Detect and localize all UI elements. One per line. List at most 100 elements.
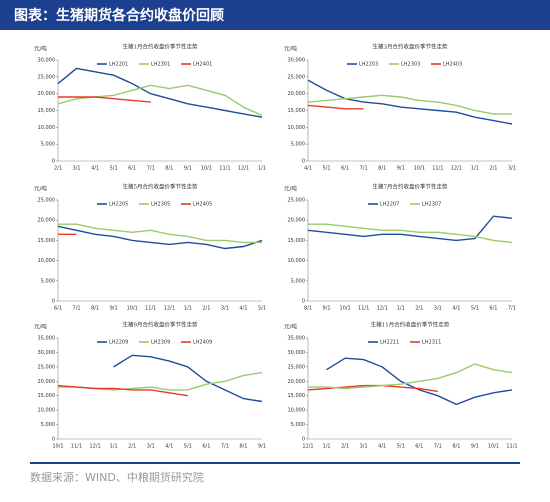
- legend-label: LH2405: [193, 202, 212, 208]
- y-tick-label: 0: [302, 299, 305, 305]
- y-tick-label: 20,000: [38, 91, 56, 97]
- x-tick-label: 8/1: [304, 306, 312, 312]
- x-tick-label: 11/1: [432, 166, 443, 172]
- x-tick-label: 12/1: [164, 306, 175, 312]
- chart-title: 生猪11月合约收盘价季节性走势: [371, 321, 450, 329]
- y-tick-label: 0: [52, 159, 55, 165]
- series-line: [326, 357, 513, 406]
- x-tick-label: 4/1: [452, 306, 460, 312]
- header-bar: [0, 0, 550, 30]
- series-line: [57, 384, 188, 397]
- legend-label: LH2401: [193, 62, 212, 68]
- x-tick-label: 3/1: [434, 306, 442, 312]
- y-tick-label: 15,000: [288, 108, 306, 114]
- y-tick-label: 0: [302, 437, 305, 443]
- x-tick-label: 5/1: [258, 306, 266, 312]
- x-tick-label: 1/1: [258, 166, 266, 172]
- x-tick-label: 12/1: [377, 306, 388, 312]
- chart-title: 生猪3月合约收盘价季节性走势: [372, 43, 448, 51]
- series-line: [58, 223, 262, 244]
- series-line: [307, 104, 364, 110]
- x-tick-label: 8/1: [452, 444, 460, 450]
- y-tick-label: 10,000: [288, 408, 306, 414]
- y-tick-label: 25,000: [38, 364, 56, 370]
- legend-label: LH2305: [151, 202, 170, 208]
- y-axis-unit: 元/吨: [34, 45, 47, 53]
- x-tick-label: 8/1: [378, 166, 386, 172]
- y-tick-label: 0: [52, 437, 55, 443]
- y-tick-label: 30,000: [288, 350, 306, 356]
- y-tick-label: 0: [302, 159, 305, 165]
- x-tick-label: 9/1: [397, 166, 405, 172]
- x-tick-label: 2/1: [341, 444, 349, 450]
- x-tick-label: 11/1: [71, 444, 82, 450]
- x-tick-label: 12/1: [451, 166, 462, 172]
- x-tick-label: 10/1: [52, 444, 63, 450]
- series-line: [308, 363, 513, 390]
- legend-label: LH2403: [443, 62, 462, 68]
- y-tick-label: 10,000: [38, 258, 56, 264]
- legend-label: LH2207: [380, 202, 399, 208]
- y-tick-label: 20,000: [38, 379, 56, 385]
- y-tick-label: 30,000: [38, 350, 56, 356]
- x-tick-label: 8/1: [165, 166, 173, 172]
- legend-label: LH2211: [380, 340, 399, 346]
- header-title: 图表：生猪期货各合约收盘价回顾: [14, 7, 224, 24]
- x-tick-label: 11/1: [506, 444, 517, 450]
- legend-label: LH2209: [109, 340, 128, 346]
- y-tick-label: 20,000: [38, 218, 56, 224]
- x-tick-label: 7/1: [73, 306, 81, 312]
- y-tick-label: 5,000: [41, 278, 55, 284]
- y-tick-label: 20,000: [288, 218, 306, 224]
- y-tick-label: 25,000: [38, 198, 56, 204]
- chart-title: 生猪7月合约收盘价季节性走势: [372, 183, 448, 191]
- legend-label: LH2203: [359, 62, 378, 68]
- y-tick-label: 25,000: [288, 74, 306, 80]
- x-tick-label: 4/1: [239, 306, 247, 312]
- y-axis-unit: 元/吨: [284, 323, 297, 331]
- x-tick-label: 3/1: [147, 444, 155, 450]
- y-tick-label: 25,000: [38, 74, 56, 80]
- series-line: [307, 384, 438, 393]
- x-tick-label: 3/1: [221, 306, 229, 312]
- y-tick-label: 5,000: [291, 278, 305, 284]
- series-line: [57, 225, 263, 250]
- x-tick-label: 10/1: [488, 444, 499, 450]
- series-line: [57, 84, 263, 117]
- x-tick-label: 1/1: [184, 306, 192, 312]
- y-tick-label: 30,000: [38, 58, 56, 64]
- x-tick-label: 3/1: [73, 166, 81, 172]
- x-tick-label: 1/1: [397, 306, 405, 312]
- x-tick-label: 7/1: [508, 306, 516, 312]
- series-line: [113, 354, 263, 403]
- x-tick-label: 12/1: [238, 166, 249, 172]
- y-tick-label: 15,000: [288, 393, 306, 399]
- legend-label: LH2301: [151, 62, 170, 68]
- series-line: [307, 215, 513, 242]
- legend-label: LH2309: [151, 340, 170, 346]
- x-tick-label: 9/1: [110, 306, 118, 312]
- x-tick-label: 5/1: [471, 306, 479, 312]
- x-tick-label: 10/1: [201, 166, 212, 172]
- series-line: [58, 371, 263, 391]
- y-tick-label: 35,000: [38, 336, 56, 342]
- y-tick-label: 20,000: [288, 91, 306, 97]
- y-tick-label: 25,000: [288, 364, 306, 370]
- x-tick-label: 9/1: [258, 444, 266, 450]
- series-line: [58, 96, 151, 103]
- x-tick-label: 12/1: [89, 444, 100, 450]
- x-tick-label: 6/1: [489, 306, 497, 312]
- x-tick-label: 4/1: [165, 444, 173, 450]
- y-tick-label: 5,000: [291, 142, 305, 148]
- x-tick-label: 4/1: [304, 166, 312, 172]
- y-axis-unit: 元/吨: [34, 323, 47, 331]
- y-tick-label: 15,000: [38, 108, 56, 114]
- x-tick-label: 1/1: [471, 166, 479, 172]
- legend-label: LH2303: [401, 62, 420, 68]
- legend-label: LH2201: [109, 62, 128, 68]
- x-tick-label: 2/1: [128, 444, 136, 450]
- x-tick-label: 6/1: [54, 306, 62, 312]
- series-line: [57, 67, 263, 118]
- x-tick-label: 9/1: [184, 166, 192, 172]
